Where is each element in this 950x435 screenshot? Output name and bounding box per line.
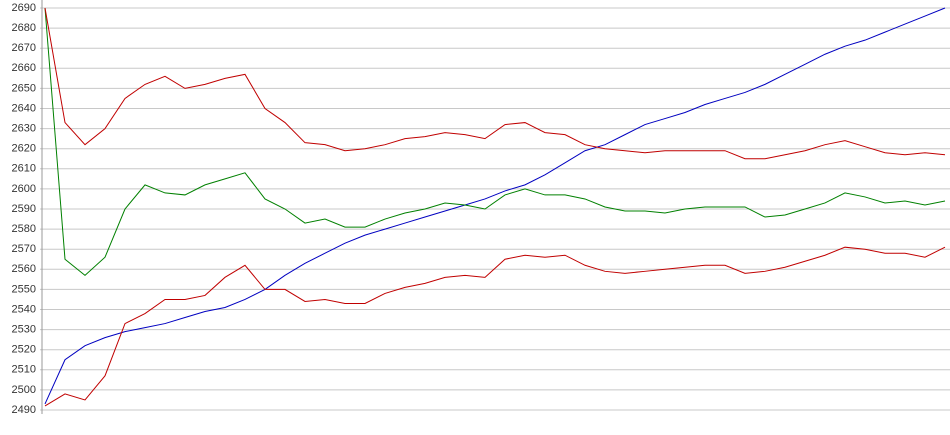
series-line [44,7,946,276]
y-tick-label: 2620 [12,143,36,155]
y-tick-label: 2570 [12,243,36,255]
y-tick-label: 2540 [12,303,36,315]
y-tick-label: 2560 [12,263,36,275]
y-tick-label: 2600 [12,183,36,195]
y-tick-label: 2640 [12,102,36,114]
y-tick-label: 2550 [12,283,36,295]
y-tick-label: 2500 [12,384,36,396]
y-tick-label: 2670 [12,42,36,54]
y-tick-label: 2680 [12,22,36,34]
y-tick-label: 2580 [12,223,36,235]
y-tick-label: 2490 [12,404,36,416]
y-tick-label: 2530 [12,324,36,336]
y-tick-label: 2690 [12,2,36,14]
y-tick-label: 2510 [12,364,36,376]
series-line [44,7,946,160]
y-tick-label: 2650 [12,82,36,94]
series-line [44,7,946,405]
series-line [44,246,946,407]
y-tick-label: 2610 [12,163,36,175]
y-tick-label: 2520 [12,344,36,356]
y-tick-label: 2590 [12,203,36,215]
y-tick-label: 2660 [12,62,36,74]
y-tick-label: 2630 [12,123,36,135]
